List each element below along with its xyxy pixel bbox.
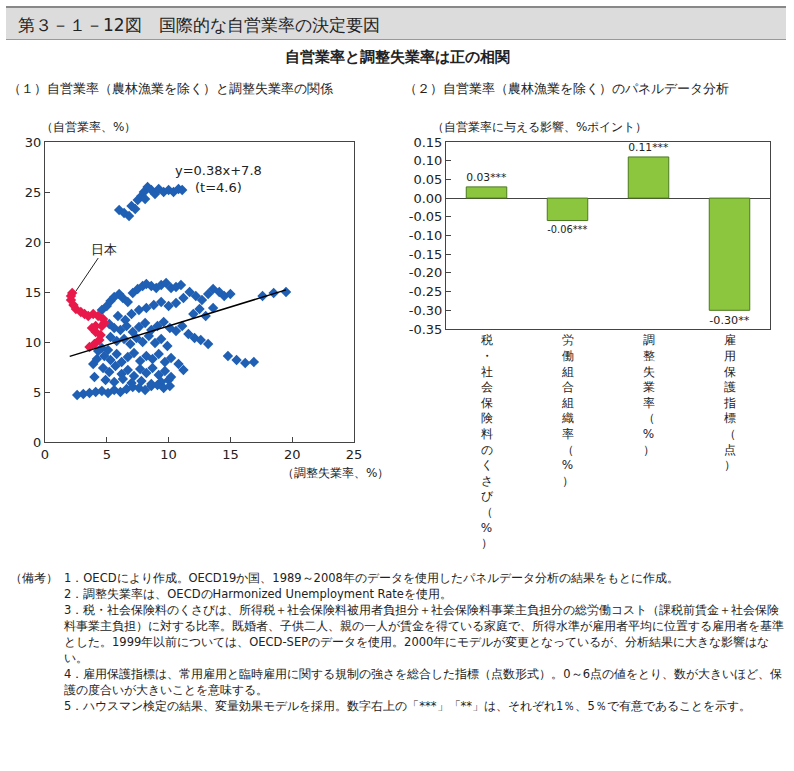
svg-text:0.10: 0.10 bbox=[413, 153, 442, 168]
svg-text:0.15: 0.15 bbox=[413, 135, 442, 150]
svg-text:（調整失業率、%）: （調整失業率、%） bbox=[282, 466, 389, 480]
svg-text:30: 30 bbox=[25, 135, 42, 150]
svg-text:日本: 日本 bbox=[91, 242, 117, 257]
svg-text:-0.05: -0.05 bbox=[409, 209, 443, 224]
svg-text:-0.35: -0.35 bbox=[409, 322, 443, 337]
html-text:1．OECDにより作成。OECD19か国、1989～2008: 1．OECDにより作成。OECD19か国、1989～2008年のデータを使用した… bbox=[64, 571, 679, 585]
html-text:（備考）: （備考） bbox=[10, 571, 58, 585]
svg-text:-0.20: -0.20 bbox=[409, 265, 443, 280]
svg-text:-0.30**: -0.30** bbox=[709, 314, 749, 327]
svg-text:調整失業率（%）: 調整失業率（%） bbox=[643, 333, 655, 456]
svg-text:25: 25 bbox=[25, 185, 42, 200]
html-text:第３－１－12図 国際的な自営業率の決定要因: 第３－１－12図 国際的な自営業率の決定要因 bbox=[18, 15, 380, 35]
svg-text:5: 5 bbox=[33, 385, 41, 400]
html-text:3．税・社会保険料のくさびは、所得税＋社会保険料被用者負担分: 3．税・社会保険料のくさびは、所得税＋社会保険料被用者負担分＋社会保険料事業主負… bbox=[64, 603, 784, 665]
svg-text:（１）自営業率（農林漁業を除く）と調整失業率の関係: （１）自営業率（農林漁業を除く）と調整失業率の関係 bbox=[8, 81, 333, 96]
svg-text:雇用保護指標（点）: 雇用保護指標（点） bbox=[723, 333, 736, 472]
svg-text:労働組合組織率（%）: 労働組合組織率（%） bbox=[561, 333, 574, 487]
svg-text:10: 10 bbox=[25, 335, 42, 350]
svg-text:0.05: 0.05 bbox=[413, 172, 442, 187]
html-text:自営業率と調整失業率は正の相関: 自営業率と調整失業率は正の相関 bbox=[284, 48, 510, 66]
svg-text:0.03***: 0.03*** bbox=[466, 171, 507, 184]
svg-text:-0.15: -0.15 bbox=[409, 247, 443, 262]
svg-text:（自営業率、%）: （自営業率、%） bbox=[41, 120, 136, 134]
svg-text:10: 10 bbox=[160, 447, 177, 462]
html-text:4．雇用保護指標は、常用雇用と臨時雇用に関する規制の強さを総: 4．雇用保護指標は、常用雇用と臨時雇用に関する規制の強さを総合した指標（点数形式… bbox=[64, 667, 782, 697]
svg-text:20: 20 bbox=[25, 235, 42, 250]
html-text:5．ハウスマン検定の結果、変量効果モデルを採用。数字右上の「: 5．ハウスマン検定の結果、変量効果モデルを採用。数字右上の「***」「**」は、… bbox=[64, 699, 751, 713]
svg-text:-0.06***: -0.06*** bbox=[547, 224, 587, 235]
svg-text:0: 0 bbox=[41, 447, 49, 462]
svg-text:-0.10: -0.10 bbox=[409, 228, 443, 243]
svg-text:税・社会保険料のくさび（%）: 税・社会保険料のくさび（%） bbox=[481, 333, 494, 550]
svg-text:15: 15 bbox=[222, 447, 239, 462]
svg-text:15: 15 bbox=[25, 285, 42, 300]
svg-text:0.11***: 0.11*** bbox=[628, 141, 669, 154]
svg-text:5: 5 bbox=[103, 447, 111, 462]
svg-text:25: 25 bbox=[346, 447, 363, 462]
svg-text:0: 0 bbox=[33, 435, 41, 450]
svg-text:y=0.38x+7.8(t=4.6): y=0.38x+7.8(t=4.6) bbox=[175, 163, 262, 195]
svg-text:（自営業率に与える影響、%ポイント）: （自営業率に与える影響、%ポイント） bbox=[432, 120, 647, 134]
svg-text:20: 20 bbox=[284, 447, 301, 462]
svg-text:0.00: 0.00 bbox=[413, 191, 442, 206]
svg-text:-0.25: -0.25 bbox=[409, 284, 443, 299]
svg-text:（２）自営業率（農林漁業を除く）のパネルデータ分析: （２）自営業率（農林漁業を除く）のパネルデータ分析 bbox=[404, 81, 729, 96]
html-text:2．調整失業率は、OECDのHarmonized Unemp: 2．調整失業率は、OECDのHarmonized Unemployment Ra… bbox=[64, 587, 452, 601]
svg-text:-0.30: -0.30 bbox=[409, 303, 443, 318]
